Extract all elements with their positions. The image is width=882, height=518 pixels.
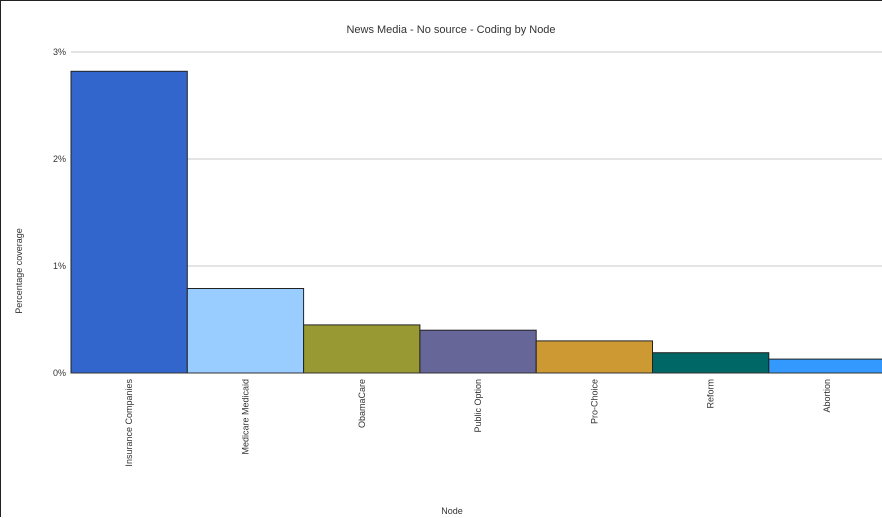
y-axis-title: Percentage coverage bbox=[14, 228, 24, 314]
category-label: Abortion bbox=[822, 379, 832, 413]
category-label: Insurance Companies bbox=[124, 379, 134, 467]
category-label: Public Option bbox=[473, 379, 483, 433]
bar bbox=[70, 70, 188, 374]
category-label: Pro-Choice bbox=[589, 379, 599, 424]
bar bbox=[303, 324, 421, 374]
gridlines bbox=[71, 51, 882, 267]
y-tick-labels: 0% 1% 2% 3% bbox=[53, 47, 66, 378]
bar bbox=[768, 358, 882, 374]
category-label: ObamaCare bbox=[357, 379, 367, 428]
category-label: Medicare Medicaid bbox=[241, 379, 251, 455]
category-labels: Insurance Companies Medicare Medicaid Obam… bbox=[124, 379, 832, 467]
bars bbox=[70, 70, 882, 374]
bar bbox=[652, 352, 770, 374]
category-label: Reform bbox=[706, 379, 716, 409]
y-tick-label: 2% bbox=[53, 154, 66, 164]
bar bbox=[186, 288, 305, 374]
y-tick-label: 0% bbox=[53, 368, 66, 378]
bar bbox=[419, 329, 537, 374]
y-tick-label: 3% bbox=[53, 47, 66, 57]
chart-title: News Media - No source - Coding by Node bbox=[346, 24, 555, 36]
y-tick-label: 1% bbox=[53, 261, 66, 271]
x-axis-title: Node bbox=[441, 506, 463, 516]
bar bbox=[535, 340, 654, 374]
